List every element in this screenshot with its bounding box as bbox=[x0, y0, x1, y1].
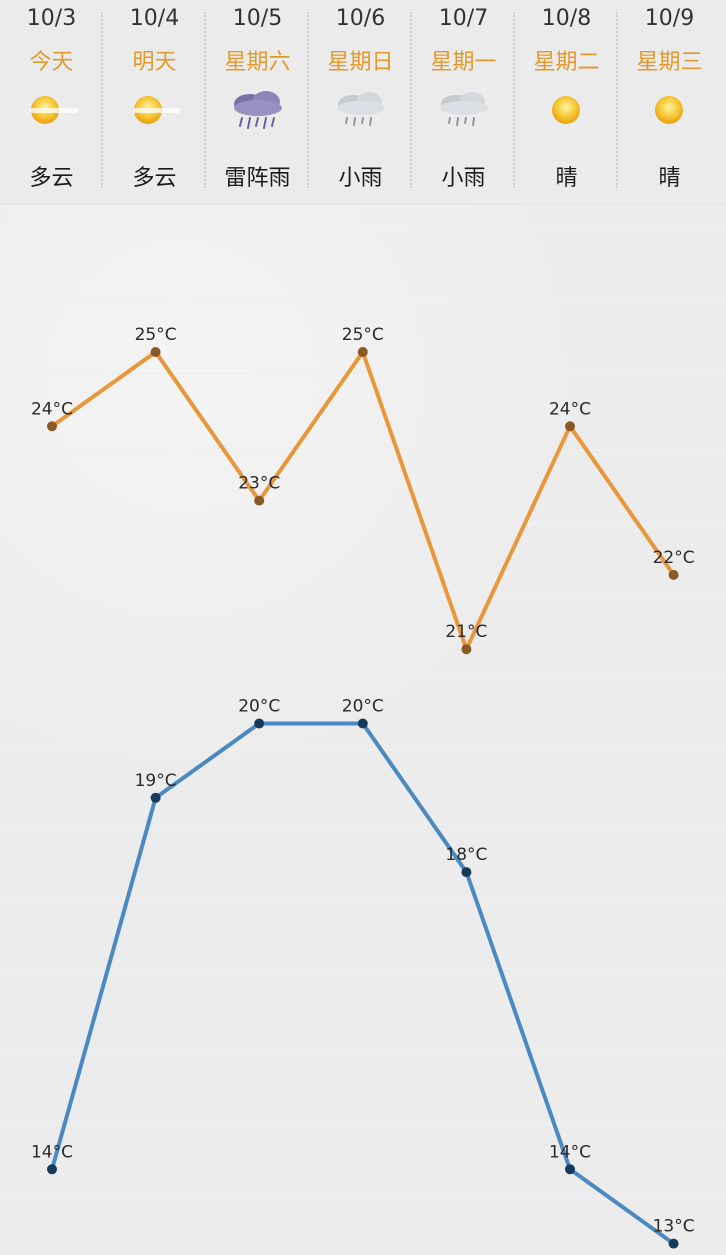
low-temperature-point bbox=[357, 718, 368, 729]
low-temperature-point bbox=[461, 867, 472, 878]
low-temperature-label: 14°C bbox=[31, 1142, 73, 1162]
day-date: 10/7 bbox=[438, 6, 489, 31]
day-column[interactable]: 10/9 星期三 晴 bbox=[618, 0, 726, 204]
sun-haze-icon bbox=[103, 86, 206, 136]
day-weekday: 星期二 bbox=[533, 50, 600, 75]
high-temperature-point bbox=[150, 347, 161, 357]
low-temperature-label: 18°C bbox=[445, 845, 487, 865]
day-weekday: 星期一 bbox=[430, 50, 497, 75]
column-divider bbox=[410, 12, 412, 188]
high-temperature-label: 25°C bbox=[342, 325, 384, 345]
high-temperature-label: 24°C bbox=[31, 399, 73, 419]
day-condition: 雷阵雨 bbox=[224, 166, 291, 191]
day-date: 10/5 bbox=[232, 6, 283, 31]
day-date: 10/3 bbox=[26, 6, 77, 31]
light-rain-icon bbox=[309, 86, 412, 136]
day-date: 10/8 bbox=[541, 6, 592, 31]
day-column[interactable]: 10/3 今天 多云 bbox=[0, 0, 103, 204]
sun-haze-icon bbox=[0, 86, 103, 136]
forecast-header: 10/3 今天 多云 10/4 bbox=[0, 0, 726, 205]
high-temperature-point bbox=[668, 569, 679, 580]
column-divider bbox=[616, 12, 618, 188]
day-weekday: 明天 bbox=[132, 50, 177, 75]
low-temperature-label: 20°C bbox=[238, 697, 280, 717]
day-date: 10/4 bbox=[129, 6, 180, 31]
low-temperature-point bbox=[150, 792, 161, 803]
day-date: 10/9 bbox=[644, 6, 695, 31]
sun-icon bbox=[515, 86, 618, 136]
day-weekday: 星期日 bbox=[327, 50, 394, 75]
sun-icon bbox=[618, 86, 721, 136]
high-temperature-label: 21°C bbox=[445, 622, 487, 642]
light-rain-icon bbox=[412, 86, 515, 136]
column-divider bbox=[513, 12, 515, 188]
high-temperature-point bbox=[254, 495, 265, 506]
thunder-rain-icon bbox=[206, 86, 309, 136]
low-temperature-point bbox=[254, 718, 265, 729]
low-temperature-point bbox=[47, 1164, 57, 1175]
high-temperature-label: 23°C bbox=[238, 474, 280, 494]
column-divider bbox=[204, 12, 206, 188]
low-temperature-label: 20°C bbox=[342, 697, 384, 717]
day-date: 10/6 bbox=[335, 6, 386, 31]
day-weekday: 星期六 bbox=[224, 50, 291, 75]
day-column[interactable]: 10/8 星期二 晴 bbox=[515, 0, 618, 204]
low-temperature-label: 13°C bbox=[653, 1217, 695, 1237]
day-condition: 晴 bbox=[658, 166, 681, 191]
day-column[interactable]: 10/4 明天 多云 bbox=[103, 0, 206, 204]
low-temperature-label: 14°C bbox=[549, 1142, 591, 1162]
day-condition: 晴 bbox=[555, 166, 578, 191]
day-condition: 多云 bbox=[29, 166, 74, 191]
high-temperature-point bbox=[461, 644, 472, 655]
day-column[interactable]: 10/5 星期六 雷阵雨 bbox=[206, 0, 309, 204]
high-temperature-label: 25°C bbox=[135, 325, 177, 345]
day-condition: 小雨 bbox=[441, 166, 486, 191]
high-temperature-line bbox=[50, 350, 676, 652]
day-column[interactable]: 10/7 星期一 小雨 bbox=[412, 0, 515, 204]
high-temperature-point bbox=[47, 421, 57, 432]
day-condition: 多云 bbox=[132, 166, 177, 191]
low-temperature-label: 19°C bbox=[135, 771, 177, 791]
high-temperature-label: 22°C bbox=[653, 548, 695, 568]
high-temperature-label: 24°C bbox=[549, 399, 591, 419]
high-temperature-point bbox=[357, 347, 368, 357]
low-temperature-point bbox=[668, 1238, 679, 1249]
low-temperature-point bbox=[565, 1164, 575, 1175]
column-divider bbox=[101, 12, 103, 188]
day-column[interactable]: 10/6 星期日 小雨 bbox=[309, 0, 412, 204]
column-divider bbox=[307, 12, 309, 188]
day-weekday: 今天 bbox=[29, 50, 74, 75]
day-weekday: 星期三 bbox=[636, 50, 703, 75]
day-condition: 小雨 bbox=[338, 166, 383, 191]
low-temperature-line bbox=[50, 721, 675, 1246]
high-temperature-point bbox=[565, 421, 575, 432]
